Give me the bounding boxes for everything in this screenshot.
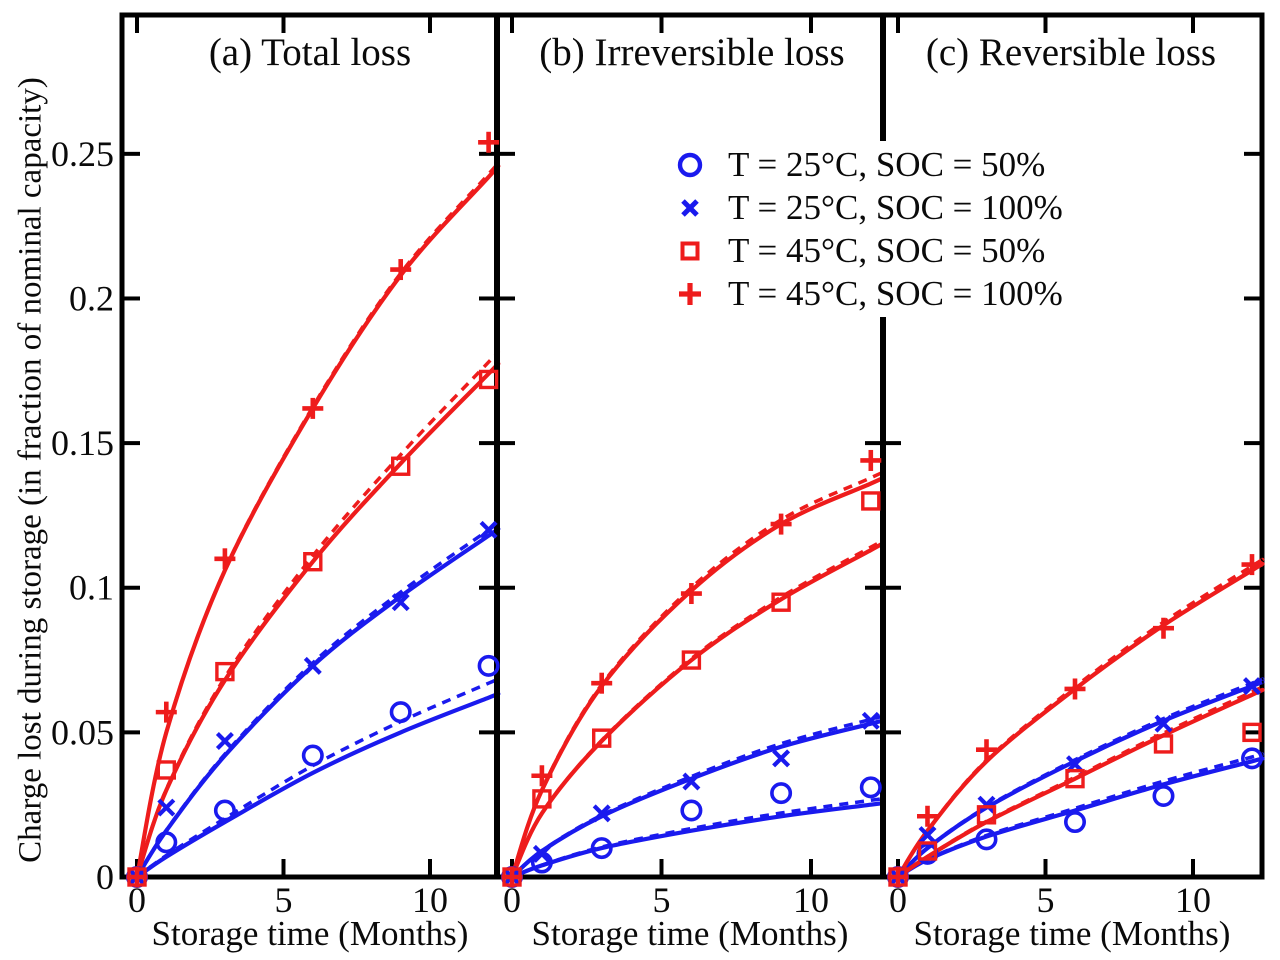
legend: T = 25°C, SOC = 50% T = 25°C, SOC = 100%… (662, 141, 1073, 317)
y-tick-label: 0.05 (51, 712, 114, 752)
panel-c-markers (886, 554, 1264, 888)
panel-b-markers (500, 449, 882, 888)
circle-marker-icon (677, 152, 703, 177)
legend-row: T = 45°C, SOC = 100% (670, 272, 1063, 315)
legend-label: T = 45°C, SOC = 100% (728, 273, 1063, 313)
legend-row: T = 45°C, SOC = 50% (670, 229, 1063, 272)
x-tick-label: 10 (1175, 880, 1211, 920)
x-tick-label: 5 (275, 880, 293, 920)
square-marker-icon (680, 241, 700, 260)
fit-line-dashed (135, 161, 501, 878)
fit-line-solid (135, 361, 501, 878)
fit-line-dashed (511, 797, 885, 879)
x-tick-label: 0 (503, 880, 521, 920)
fit-line-dashed (135, 677, 501, 879)
legend-label: T = 25°C, SOC = 100% (728, 187, 1063, 227)
axes: 0 0.05 0.1 0.15 0.2 0.25 0 5 10 0 5 10 0 5 10 (51, 12, 1265, 920)
x-tick-label: 5 (1037, 880, 1055, 920)
y-tick-label: 0.15 (51, 423, 114, 463)
plus-marker-icon (679, 282, 701, 305)
x-tick-label: 10 (412, 880, 448, 920)
fit-line-solid (511, 801, 885, 879)
fit-line-dashed (135, 350, 501, 878)
panel-c-x-axis-label: Storage time (Months) (913, 914, 1231, 953)
fit-line-dashed (135, 521, 501, 878)
panel-c-title: (c) Reversible loss (925, 31, 1217, 74)
fit-line-dashed (510, 538, 885, 878)
panel-b-title: (b) Irreversible loss (539, 31, 845, 74)
legend-row: T = 25°C, SOC = 100% (670, 186, 1063, 229)
panel-a-markers (126, 131, 500, 888)
x-marker-icon (681, 198, 699, 217)
y-tick-label: 0.2 (69, 278, 114, 318)
x-tick-label: 10 (793, 880, 829, 920)
fit-line-dashed (896, 685, 1265, 879)
y-tick-label: 0.25 (51, 134, 114, 174)
x-tick-label: 5 (653, 880, 671, 920)
legend-label: T = 25°C, SOC = 50% (728, 144, 1046, 184)
x-tick-label: 0 (889, 880, 907, 920)
panel-b-x-axis-label: Storage time (Months) (531, 914, 849, 953)
y-tick-label: 0 (96, 857, 114, 897)
panel-a-x-axis-label: Storage time (Months) (151, 914, 469, 953)
fit-line-dashed (510, 470, 885, 878)
panel-a-title: (a) Total loss (208, 31, 412, 74)
legend-label: T = 45°C, SOC = 50% (728, 230, 1046, 270)
fit-line-solid (135, 691, 501, 879)
y-axis-label: Charge lost during storage (in fraction … (12, 77, 49, 863)
x-tick-label: 0 (128, 880, 146, 920)
panel-a-curves (134, 161, 501, 879)
y-tick-label: 0.1 (69, 568, 114, 608)
legend-row: T = 25°C, SOC = 50% (670, 143, 1063, 186)
